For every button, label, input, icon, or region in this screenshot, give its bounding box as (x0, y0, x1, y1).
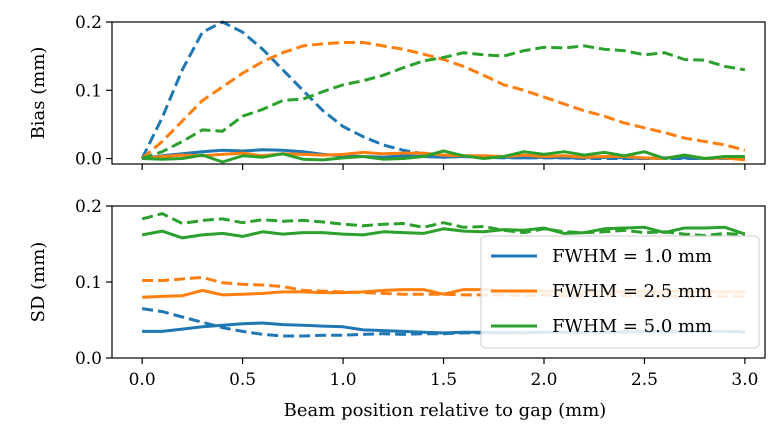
y-tick-label: 0.1 (75, 273, 102, 293)
y-tick-label: 0.1 (75, 81, 102, 101)
legend-box (480, 235, 760, 349)
series-line-sd-6 (141, 225, 746, 240)
y-tick-label: 0.2 (75, 197, 102, 217)
plot-frame (111, 21, 766, 165)
x-axis-label: Beam position relative to gap (mm) (284, 400, 607, 421)
series-line-sd-5 (141, 212, 746, 238)
y-axis-label: SD (mm) (28, 242, 49, 323)
y-tick-label: 0.2 (75, 13, 102, 33)
y-tick-label: 0.0 (75, 349, 102, 369)
x-tick-label: 1.5 (430, 370, 457, 390)
series-line-bias-5 (141, 44, 746, 160)
x-tick-label: 2.0 (530, 370, 557, 390)
series-line-bias-1 (140, 20, 745, 160)
bias-panel: 0.0 0.1 0.2 Bias (mm) (28, 13, 766, 170)
x-tick-label: 0.0 (129, 370, 156, 390)
series-line-bias-3 (141, 41, 746, 160)
x-tick-label: 1.0 (330, 370, 357, 390)
legend-entry-1: FWHM = 1.0 mm (552, 246, 712, 267)
legend-entry-3: FWHM = 5.0 mm (552, 316, 712, 337)
y-tick-label: 0.0 (75, 150, 102, 170)
x-tick-label: 3.0 (731, 370, 758, 390)
x-tick-label: 0.5 (229, 370, 256, 390)
x-tick-label: 2.5 (631, 370, 658, 390)
legend-entry-2: FWHM = 2.5 mm (552, 281, 712, 302)
series-line-bias-4 (141, 150, 746, 162)
legend: FWHM = 1.0 mm FWHM = 2.5 mm FWHM = 5.0 mm (480, 235, 760, 349)
y-axis-label: Bias (mm) (28, 47, 49, 140)
series-line-bias-6 (142, 149, 745, 164)
